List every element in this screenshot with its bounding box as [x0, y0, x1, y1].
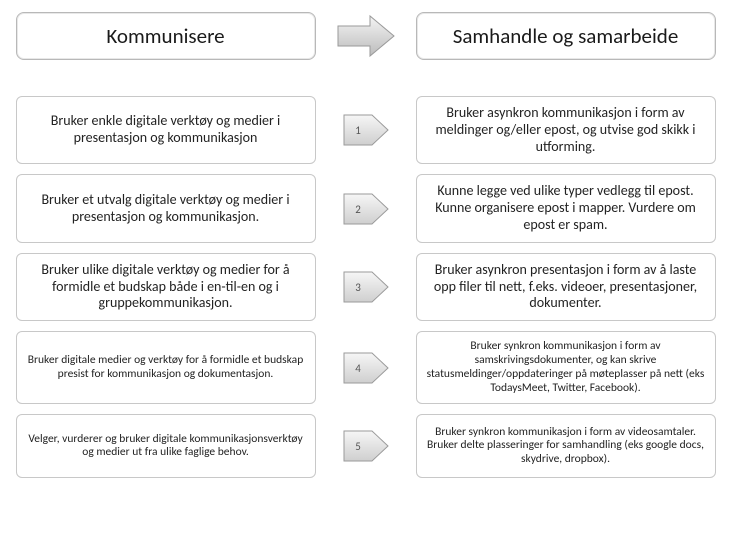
spacer — [336, 70, 396, 86]
right-text-4: Bruker synkron kommunikasjon i form av s… — [427, 340, 705, 395]
left-box-1: Bruker enkle digitale verktøy og medier … — [16, 96, 316, 164]
left-text-2: Bruker et utvalg digitale verktøy og med… — [27, 192, 305, 226]
header-right: Samhandle og samarbeide — [416, 12, 716, 60]
right-text-5: Bruker synkron kommunikasjon i form av v… — [427, 426, 705, 467]
diagram-grid: Kommunisere Samhandle og samarbeide Bruk… — [12, 12, 719, 478]
right-box-5: Bruker synkron kommunikasjon i form av v… — [416, 414, 716, 478]
left-text-3: Bruker ulike digitale verktøy og medier … — [27, 262, 305, 312]
pentagon-arrow-icon: 1 — [342, 113, 390, 147]
left-text-4: Bruker digitale medier og verktøy for å … — [27, 354, 305, 382]
right-box-4: Bruker synkron kommunikasjon i form av s… — [416, 331, 716, 404]
num-arrow-5: 5 — [336, 414, 396, 478]
pentagon-arrow-icon: 3 — [342, 270, 390, 304]
header-arrow-cell — [336, 12, 396, 60]
right-text-3: Bruker asynkron presentasjon i form av å… — [427, 262, 705, 312]
pentagon-arrow-icon: 5 — [342, 429, 390, 463]
header-left: Kommunisere — [16, 12, 316, 60]
num-label: 3 — [355, 281, 361, 294]
right-text-1: Bruker asynkron kommunikasjon i form av … — [427, 105, 705, 155]
num-label: 4 — [355, 362, 361, 375]
num-label: 5 — [355, 440, 361, 453]
pentagon-arrow-icon: 2 — [342, 192, 390, 226]
spacer — [416, 70, 716, 86]
num-arrow-1: 1 — [336, 96, 396, 164]
arrow-right-icon — [336, 14, 396, 58]
header-right-text: Samhandle og samarbeide — [453, 23, 679, 49]
left-text-1: Bruker enkle digitale verktøy og medier … — [27, 113, 305, 147]
left-box-2: Bruker et utvalg digitale verktøy og med… — [16, 174, 316, 242]
num-arrow-4: 4 — [336, 331, 396, 404]
right-text-2: Kunne legge ved ulike typer vedlegg til … — [427, 183, 705, 233]
pentagon-arrow-icon: 4 — [342, 351, 390, 385]
left-box-4: Bruker digitale medier og verktøy for å … — [16, 331, 316, 404]
num-label: 2 — [355, 203, 361, 216]
num-label: 1 — [355, 124, 361, 137]
left-box-3: Bruker ulike digitale verktøy og medier … — [16, 253, 316, 321]
left-box-5: Velger, vurderer og bruker digitale komm… — [16, 414, 316, 478]
right-box-2: Kunne legge ved ulike typer vedlegg til … — [416, 174, 716, 242]
header-left-text: Kommunisere — [106, 23, 224, 49]
left-text-5: Velger, vurderer og bruker digitale komm… — [27, 433, 305, 461]
num-arrow-2: 2 — [336, 174, 396, 242]
right-box-3: Bruker asynkron presentasjon i form av å… — [416, 253, 716, 321]
num-arrow-3: 3 — [336, 253, 396, 321]
right-box-1: Bruker asynkron kommunikasjon i form av … — [416, 96, 716, 164]
spacer — [16, 70, 316, 86]
